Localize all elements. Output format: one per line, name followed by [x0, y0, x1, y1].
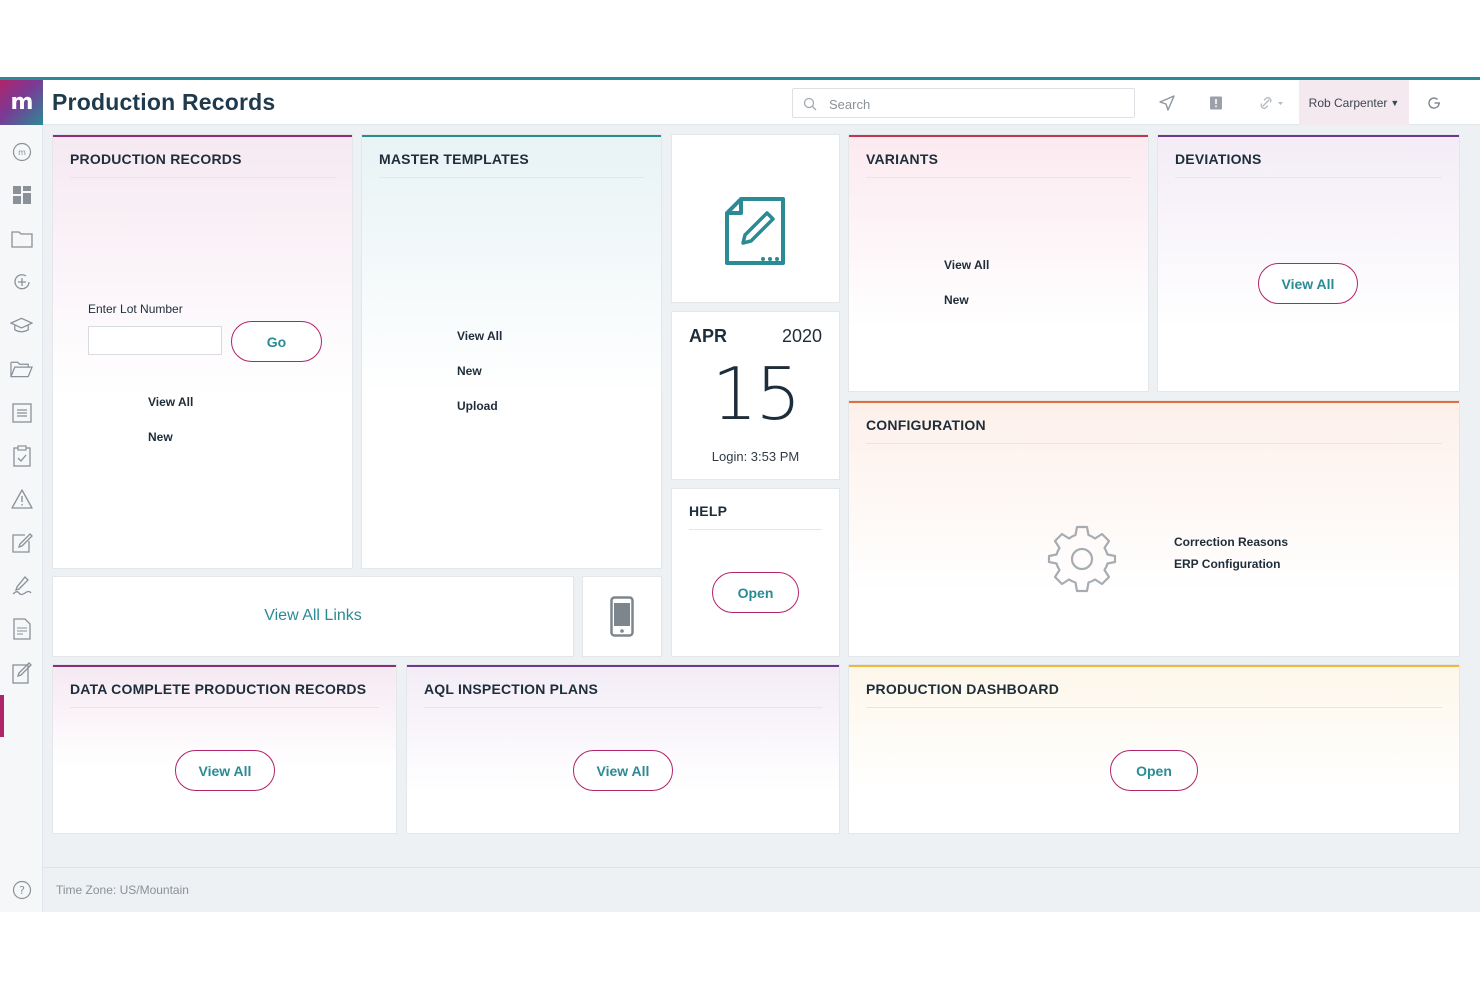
card-title: DEVIATIONS [1175, 151, 1262, 167]
deviations-card: DEVIATIONS View All [1158, 135, 1459, 391]
user-menu[interactable]: Rob Carpenter ▼ [1299, 80, 1409, 125]
search-box[interactable] [792, 88, 1135, 118]
new-link[interactable]: New [944, 293, 969, 307]
view-all-link[interactable]: View All [944, 258, 990, 272]
deviations-view-all-button[interactable]: View All [1258, 263, 1358, 304]
card-title: AQL INSPECTION PLANS [424, 681, 599, 697]
checklist-icon[interactable] [10, 444, 33, 467]
data-complete-view-all-button[interactable]: View All [175, 750, 275, 791]
card-title: DATA COMPLETE PRODUCTION RECORDS [70, 681, 367, 697]
card-title: CONFIGURATION [866, 417, 986, 433]
app-logo[interactable]: m [0, 80, 43, 125]
variants-card: VARIANTS View All New [849, 135, 1148, 391]
login-time: Login: 3:53 PM [711, 449, 800, 464]
view-all-links-link[interactable]: View All Links [264, 607, 362, 624]
configuration-card: CONFIGURATION Correction Reasons ERP Con… [849, 401, 1459, 656]
divider [689, 529, 822, 530]
search-icon [803, 97, 817, 111]
training-icon[interactable] [10, 314, 33, 337]
correction-reasons-link[interactable]: Correction Reasons [1174, 535, 1289, 549]
view-all-link[interactable]: View All [148, 395, 194, 409]
production-records-card: PRODUCTION RECORDS Enter Lot Number Go V… [53, 135, 352, 568]
svg-text:?: ? [19, 884, 25, 897]
sidebar: m [0, 125, 43, 912]
list-icon[interactable] [10, 401, 33, 424]
date-month: APR [689, 326, 728, 346]
date-tile: APR 2020 15 Login: 3:53 PM [672, 312, 839, 479]
upload-link[interactable]: Upload [457, 399, 498, 413]
refresh-icon[interactable] [1423, 92, 1445, 114]
folder-icon[interactable] [10, 227, 33, 250]
top-bar: m Production Records Rob Carpenter▼ [0, 80, 1480, 125]
go-button[interactable]: Go [231, 321, 322, 362]
open-folder-icon[interactable] [10, 357, 33, 380]
divider [866, 177, 1131, 178]
send-icon[interactable] [1156, 92, 1178, 114]
lot-number-input[interactable] [88, 326, 222, 355]
alert-icon[interactable] [1205, 92, 1227, 114]
add-record-icon[interactable] [10, 270, 33, 293]
divider [866, 707, 1442, 708]
aql-view-all-button[interactable]: View All [573, 750, 673, 791]
production-dashboard-card: PRODUCTION DASHBOARD Open [849, 665, 1459, 833]
sidebar-active-indicator [0, 695, 4, 737]
card-title: VARIANTS [866, 151, 939, 167]
user-name: Rob Carpenter [1308, 95, 1388, 110]
date-year: 2020 [781, 326, 822, 346]
link-icon[interactable] [1256, 92, 1286, 114]
lot-number-label: Enter Lot Number [88, 302, 183, 316]
warning-icon[interactable] [10, 487, 33, 510]
divider [379, 177, 644, 178]
logo-text: m [10, 90, 34, 115]
mobile-phone-icon [610, 596, 634, 637]
chevron-down-icon: ▼ [1390, 97, 1400, 108]
date-day: 15 [711, 352, 802, 436]
help-icon[interactable]: ? [10, 878, 33, 901]
timezone-label: Time Zone: US/Mountain [56, 883, 189, 897]
document-icon[interactable] [10, 617, 33, 640]
mobile-tile[interactable] [583, 577, 661, 656]
edit-icon[interactable] [10, 531, 33, 554]
svg-text:m: m [18, 148, 26, 157]
gear-icon [1047, 525, 1117, 593]
view-all-link[interactable]: View All [457, 329, 503, 343]
aql-inspection-card: AQL INSPECTION PLANS View All [407, 665, 839, 833]
erp-configuration-link[interactable]: ERP Configuration [1174, 557, 1281, 571]
divider [70, 177, 335, 178]
document-edit-icon [725, 197, 785, 265]
data-complete-card: DATA COMPLETE PRODUCTION RECORDS View Al… [53, 665, 396, 833]
divider [424, 707, 822, 708]
card-title: PRODUCTION DASHBOARD [866, 681, 1059, 697]
home-icon[interactable]: m [10, 140, 33, 163]
app-window: m Production Records Rob Carpenter▼ m [0, 77, 1480, 912]
card-title: MASTER TEMPLATES [379, 151, 529, 167]
footer: Time Zone: US/Mountain [43, 867, 1480, 912]
new-link[interactable]: New [148, 430, 173, 444]
card-title: HELP [689, 503, 728, 519]
new-link[interactable]: New [457, 364, 482, 378]
divider [1175, 177, 1442, 178]
dashboard-icon[interactable] [10, 183, 33, 206]
help-card: HELP Open [672, 489, 839, 656]
page-title: Production Records [52, 89, 276, 115]
document-tile[interactable] [672, 135, 839, 302]
divider [70, 707, 379, 708]
edit-records-icon[interactable] [10, 661, 33, 684]
help-open-button[interactable]: Open [712, 572, 799, 613]
signature-icon[interactable] [10, 574, 33, 597]
divider [866, 443, 1442, 444]
search-input[interactable] [829, 94, 1119, 114]
links-card: View All Links [53, 577, 573, 656]
dashboard-open-button[interactable]: Open [1110, 750, 1198, 791]
card-title: PRODUCTION RECORDS [70, 151, 242, 167]
master-templates-card: MASTER TEMPLATES View All New Upload [362, 135, 661, 568]
